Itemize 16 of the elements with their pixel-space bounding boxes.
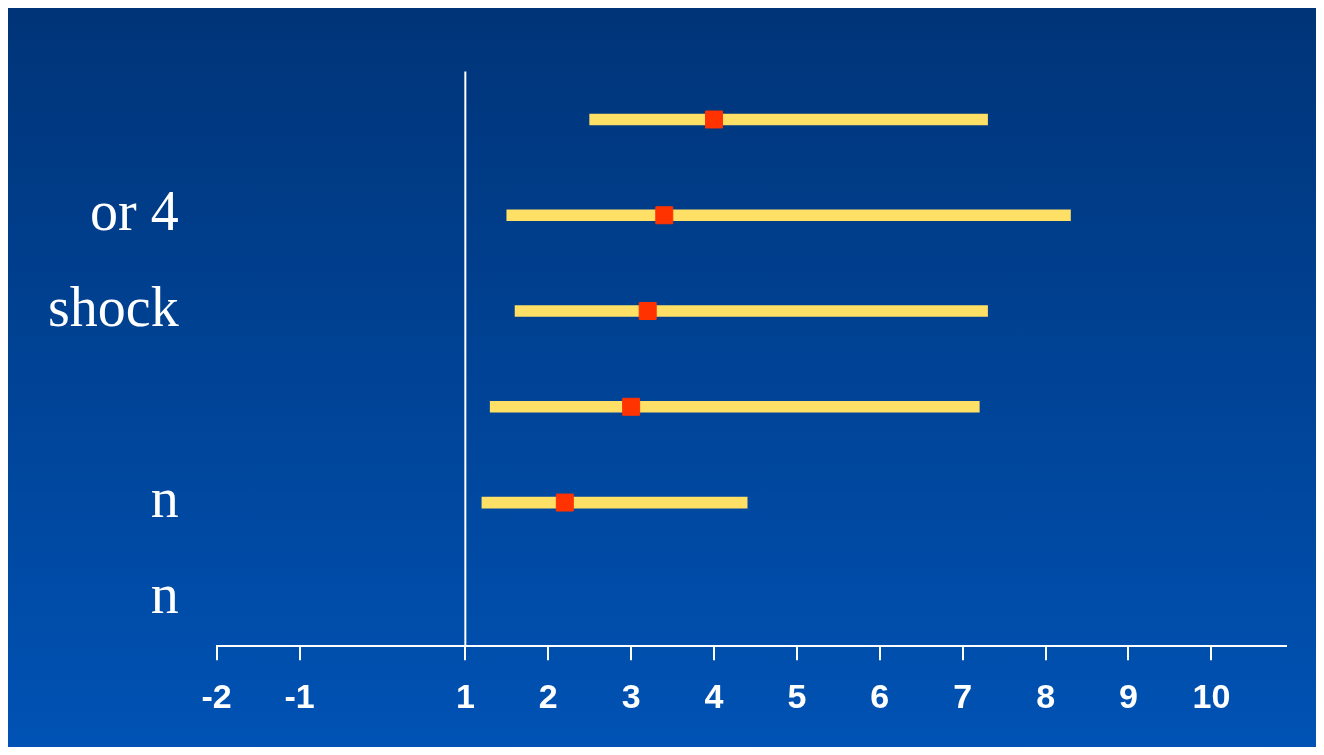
y-tick-label: n [150, 563, 179, 626]
x-tick-label: 3 [621, 676, 641, 715]
x-tick-label: 8 [1036, 676, 1056, 715]
x-tick-label: 9 [1119, 676, 1138, 715]
y-tick-label: shock [47, 275, 179, 338]
x-tick-label: -1 [284, 676, 315, 715]
x-tick-label: -2 [201, 676, 232, 715]
y-tick-label: or 4 [89, 179, 179, 242]
x-tick-label: 10 [1192, 676, 1231, 715]
x-tick-label: 1 [455, 676, 475, 715]
y-tick-label: n [150, 467, 179, 530]
x-tick-label: 2 [538, 676, 558, 715]
x-tick-label: 7 [953, 676, 973, 715]
x-tick-label: 6 [870, 676, 890, 715]
x-tick-label: 5 [787, 676, 807, 715]
x-tick-label: 4 [704, 676, 724, 715]
